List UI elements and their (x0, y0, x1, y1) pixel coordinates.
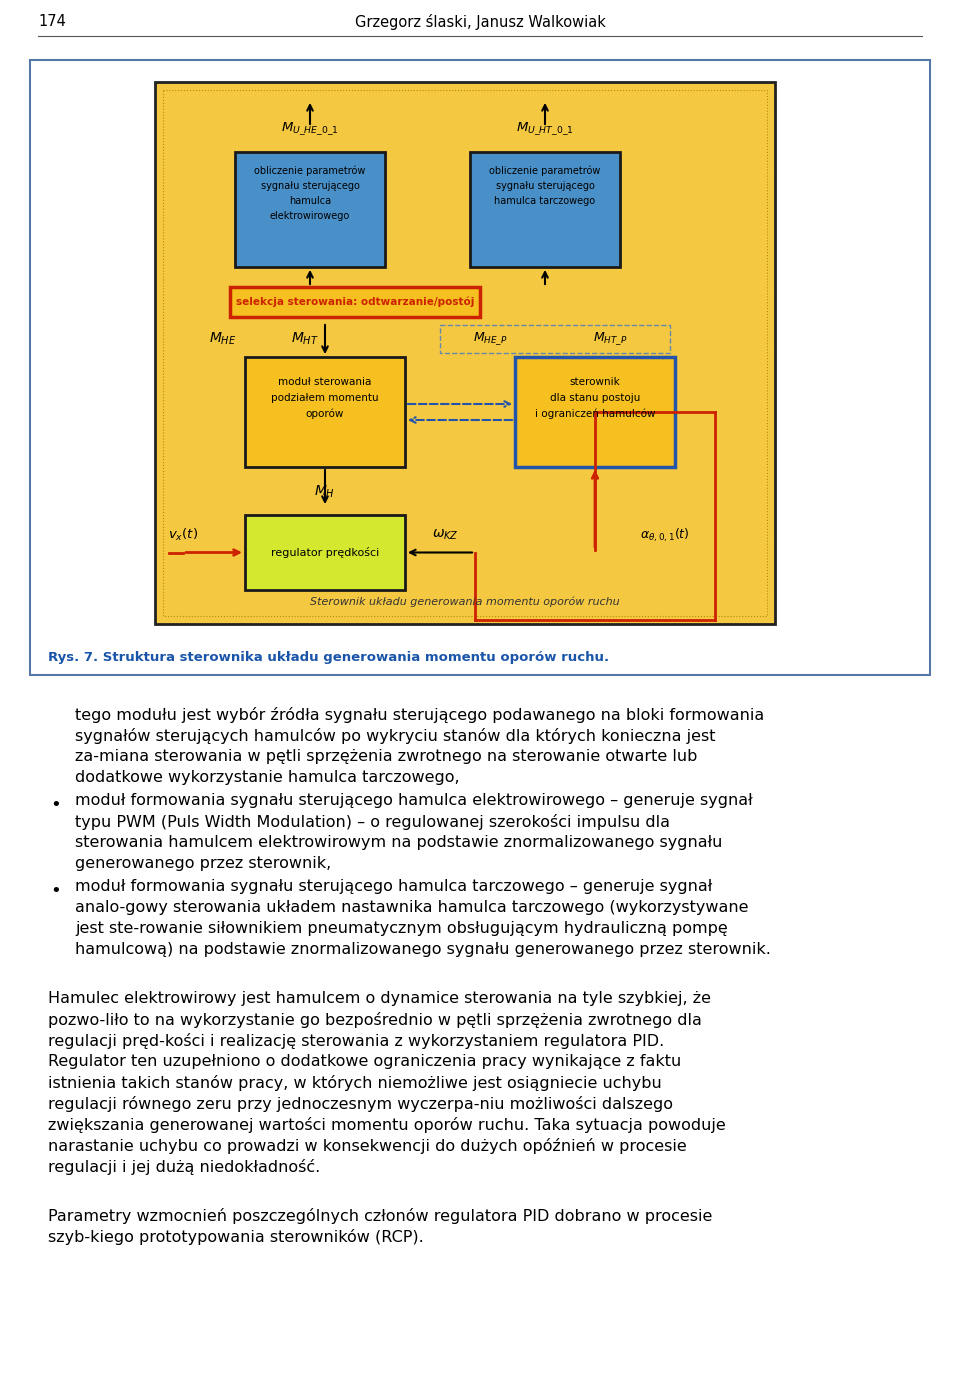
Text: istnienia takich stanów pracy, w których niemożliwe jest osiągniecie uchybu: istnienia takich stanów pracy, w których… (48, 1075, 661, 1091)
Text: $M_{HE\_P}$: $M_{HE\_P}$ (472, 330, 507, 347)
Bar (245, 357, 405, 467)
Text: sterowania hamulcem elektrowirowym na podstawie znormalizowanego sygnału: sterowania hamulcem elektrowirowym na po… (75, 834, 722, 850)
Text: •: • (50, 882, 60, 900)
Text: zwiększania generowanej wartości momentu oporów ruchu. Taka sytuacja powoduje: zwiększania generowanej wartości momentu… (48, 1117, 726, 1133)
Text: selekcja sterowania: odtwarzanie/postój: selekcja sterowania: odtwarzanie/postój (236, 297, 474, 308)
Text: generowanego przez sterownik,: generowanego przez sterownik, (75, 857, 331, 871)
Text: hamulcową) na podstawie znormalizowanego sygnału generowanego przez sterownik.: hamulcową) na podstawie znormalizowanego… (75, 942, 771, 957)
Text: $\omega_{KZ}$: $\omega_{KZ}$ (432, 528, 459, 542)
Text: dodatkowe wykorzystanie hamulca tarczowego,: dodatkowe wykorzystanie hamulca tarczowe… (75, 770, 460, 786)
Bar (470, 152, 620, 267)
Text: podziałem momentu: podziałem momentu (271, 393, 379, 403)
Text: jest ste-rowanie siłownikiem pneumatycznym obsługującym hydrauliczną pompę: jest ste-rowanie siłownikiem pneumatyczn… (75, 921, 728, 936)
Bar (230, 287, 480, 318)
Text: obliczenie parametrów: obliczenie parametrów (254, 166, 366, 176)
Text: sygnałów sterujących hamulców po wykryciu stanów dla których konieczna jest: sygnałów sterujących hamulców po wykryci… (75, 729, 715, 744)
Text: typu PWM (Puls Width Modulation) – o regulowanej szerokości impulsu dla: typu PWM (Puls Width Modulation) – o reg… (75, 814, 670, 830)
Text: $M_{HT}$: $M_{HT}$ (291, 330, 319, 347)
Text: Sterownik układu generowania momentu oporów ruchu: Sterownik układu generowania momentu opo… (310, 596, 620, 607)
Text: sygnału sterującego: sygnału sterującego (495, 181, 594, 191)
Text: obliczenie parametrów: obliczenie parametrów (490, 166, 601, 176)
Text: tego modułu jest wybór źródła sygnału sterującego podawanego na bloki formowania: tego modułu jest wybór źródła sygnału st… (75, 708, 764, 723)
Text: regulator prędkości: regulator prędkości (271, 547, 379, 559)
Text: sterownik: sterownik (569, 378, 620, 387)
Text: dla stanu postoju: dla stanu postoju (550, 393, 640, 403)
Text: $M_{HE}$: $M_{HE}$ (209, 330, 237, 347)
Bar (163, 91, 767, 616)
Text: regulacji równego zeru przy jednoczesnym wyczerpa-niu możliwości dalszego: regulacji równego zeru przy jednoczesnym… (48, 1096, 673, 1112)
Text: narastanie uchybu co prowadzi w konsekwencji do dużych opóźnień w procesie: narastanie uchybu co prowadzi w konsekwe… (48, 1138, 686, 1153)
Bar (515, 357, 675, 467)
Text: za-miana sterowania w pętli sprzężenia zwrotnego na sterowanie otwarte lub: za-miana sterowania w pętli sprzężenia z… (75, 749, 697, 763)
Text: $M_H$: $M_H$ (315, 483, 336, 500)
Text: regulacji pręd-kości i realizację sterowania z wykorzystaniem regulatora PID.: regulacji pręd-kości i realizację sterow… (48, 1034, 664, 1049)
Text: regulacji i jej dużą niedokładność.: regulacji i jej dużą niedokładność. (48, 1159, 321, 1176)
Text: elektrowirowego: elektrowirowego (270, 210, 350, 221)
Bar (30, 60, 930, 676)
Text: moduł sterowania: moduł sterowania (278, 378, 372, 387)
Bar (245, 515, 405, 591)
Text: sygnału sterującego: sygnału sterującego (260, 181, 359, 191)
Text: $M_{U\_HE\_0\_1}$: $M_{U\_HE\_0\_1}$ (281, 120, 339, 137)
Bar (440, 325, 670, 352)
Text: $M_{U\_HT\_0\_1}$: $M_{U\_HT\_0\_1}$ (516, 120, 574, 137)
Text: Rys. 7. Struktura sterownika układu generowania momentu oporów ruchu.: Rys. 7. Struktura sterownika układu gene… (48, 651, 610, 663)
Bar (235, 152, 385, 267)
Text: Grzegorz ślaski, Janusz Walkowiak: Grzegorz ślaski, Janusz Walkowiak (354, 14, 606, 31)
Text: 174: 174 (38, 14, 66, 29)
Text: $\alpha_{\theta,0,1}(t)$: $\alpha_{\theta,0,1}(t)$ (640, 527, 690, 543)
Text: •: • (50, 795, 60, 814)
Text: pozwo-liło to na wykorzystanie go bezpośrednio w pętli sprzężenia zwrotnego dla: pozwo-liło to na wykorzystanie go bezpoś… (48, 1011, 702, 1028)
Text: oporów: oporów (306, 408, 345, 419)
Text: Hamulec elektrowirowy jest hamulcem o dynamice sterowania na tyle szybkiej, że: Hamulec elektrowirowy jest hamulcem o dy… (48, 990, 711, 1006)
Text: $v_x(t)$: $v_x(t)$ (168, 527, 198, 542)
Text: $M_{HT\_P}$: $M_{HT\_P}$ (593, 330, 627, 347)
Text: analo-gowy sterowania układem nastawnika hamulca tarczowego (wykorzystywane: analo-gowy sterowania układem nastawnika… (75, 900, 749, 915)
Bar (155, 82, 775, 624)
Text: moduł formowania sygnału sterującego hamulca tarczowego – generuje sygnał: moduł formowania sygnału sterującego ham… (75, 879, 712, 894)
Text: i ograniczeń hamulców: i ograniczeń hamulców (535, 408, 656, 419)
Text: hamulca: hamulca (289, 196, 331, 206)
Text: szyb-kiego prototypowania sterowników (RCP).: szyb-kiego prototypowania sterowników (R… (48, 1229, 423, 1245)
Text: Parametry wzmocnień poszczególnych członów regulatora PID dobrano w procesie: Parametry wzmocnień poszczególnych człon… (48, 1208, 712, 1224)
Text: Regulator ten uzupełniono o dodatkowe ograniczenia pracy wynikające z faktu: Regulator ten uzupełniono o dodatkowe og… (48, 1055, 682, 1068)
Text: hamulca tarczowego: hamulca tarczowego (494, 196, 595, 206)
Text: moduł formowania sygnału sterującego hamulca elektrowirowego – generuje sygnał: moduł formowania sygnału sterującego ham… (75, 793, 753, 808)
